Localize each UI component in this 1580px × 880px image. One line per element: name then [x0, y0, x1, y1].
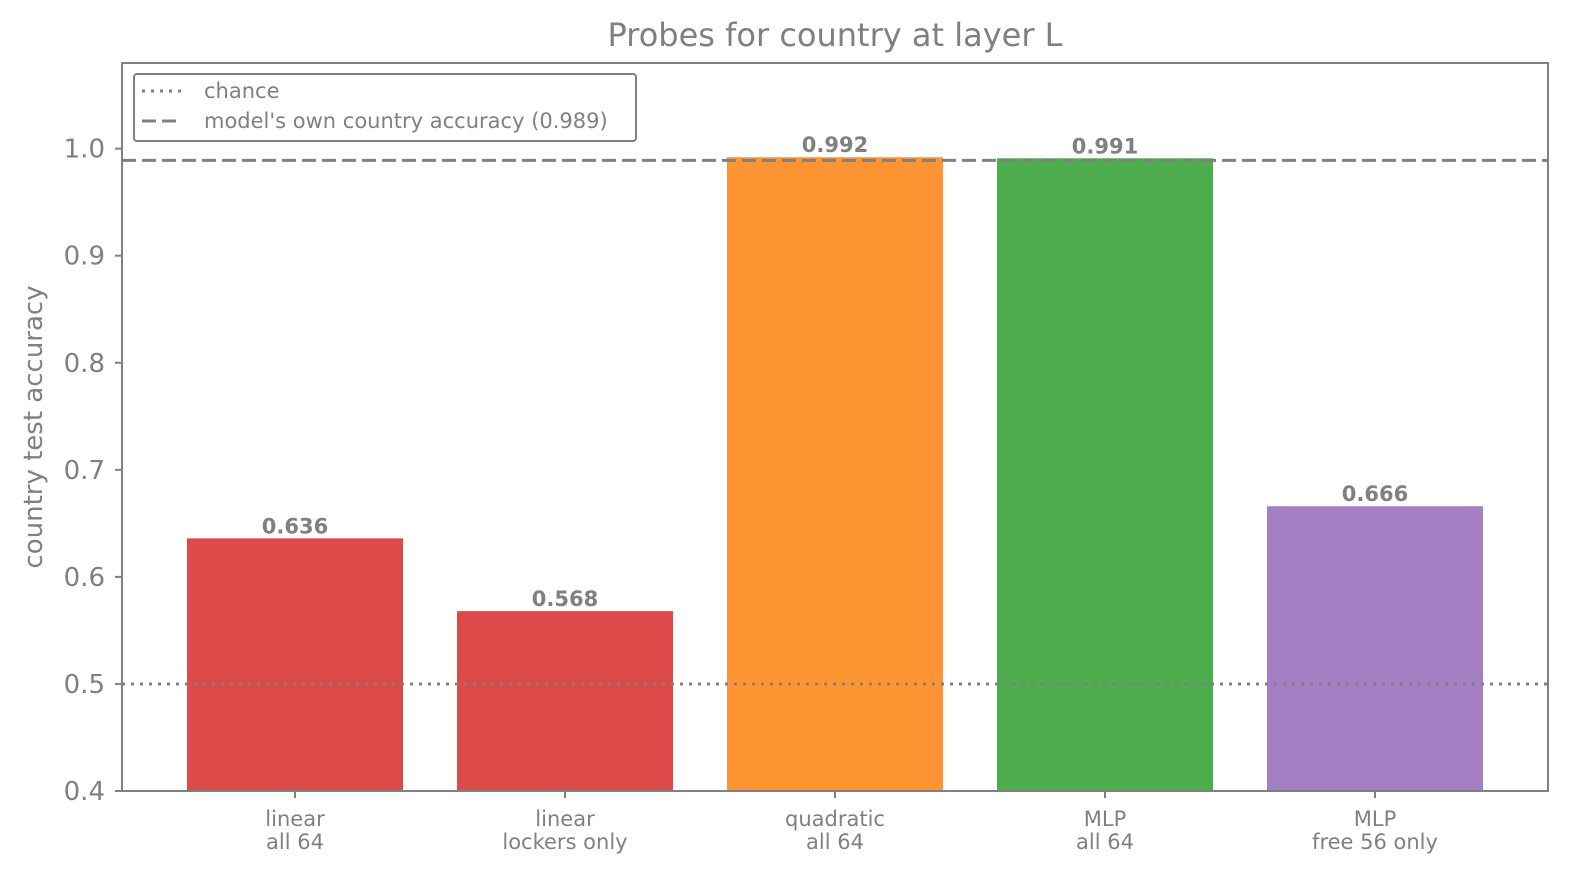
y-axis-ticks: 0.4 0.5 0.6 0.7 0.8 0.9 1.0: [64, 135, 122, 807]
value-label-2: 0.568: [532, 587, 598, 611]
x-tick-label-5-line-1: MLP: [1354, 807, 1396, 831]
legend-chance-label: chance: [204, 79, 280, 103]
y-tick-label-3: 0.6: [64, 563, 105, 593]
value-label-5: 0.666: [1342, 482, 1408, 506]
y-tick-label-7: 1.0: [64, 135, 105, 165]
x-tick-label-3-line-1: quadratic: [785, 807, 885, 831]
value-labels: 0.636 0.568 0.992 0.991 0.666: [262, 133, 1408, 611]
y-tick-label-4: 0.7: [64, 456, 105, 486]
y-tick-label-1: 0.4: [64, 777, 105, 807]
value-label-3: 0.992: [802, 133, 868, 157]
bar-4: [997, 158, 1213, 791]
x-tick-label-1-line-1: linear: [265, 807, 325, 831]
legend-box: [133, 73, 637, 142]
value-label-4: 0.991: [1072, 134, 1138, 158]
y-axis-label: country test accuracy: [19, 285, 49, 568]
bar-2: [457, 611, 673, 791]
x-tick-label-4-line-2: all 64: [1076, 830, 1134, 854]
plot-frame: [121, 62, 1549, 792]
x-tick-label-2-line-1: linear: [535, 807, 595, 831]
x-tick-label-1-line-2: all 64: [266, 830, 324, 854]
legend: chance model's own country accuracy (0.9…: [133, 73, 637, 142]
chart-title: Probes for country at layer L: [608, 16, 1063, 54]
y-tick-label-5: 0.8: [64, 349, 105, 379]
legend-model-accuracy-label: model's own country accuracy (0.989): [204, 109, 608, 133]
x-tick-label-3-line-2: all 64: [806, 830, 864, 854]
value-label-1: 0.636: [262, 514, 328, 538]
y-tick-label-2: 0.5: [64, 670, 105, 700]
bar-5: [1267, 506, 1483, 791]
bar-1: [187, 538, 403, 791]
reference-lines: [122, 158, 1548, 686]
x-tick-label-4-line-1: MLP: [1084, 807, 1126, 831]
bar-3: [727, 157, 943, 791]
x-tick-label-2-line-2: lockers only: [502, 830, 627, 854]
y-tick-label-6: 0.9: [64, 242, 105, 272]
x-tick-label-5-line-2: free 56 only: [1312, 830, 1438, 854]
bars-layer: [187, 157, 1483, 791]
